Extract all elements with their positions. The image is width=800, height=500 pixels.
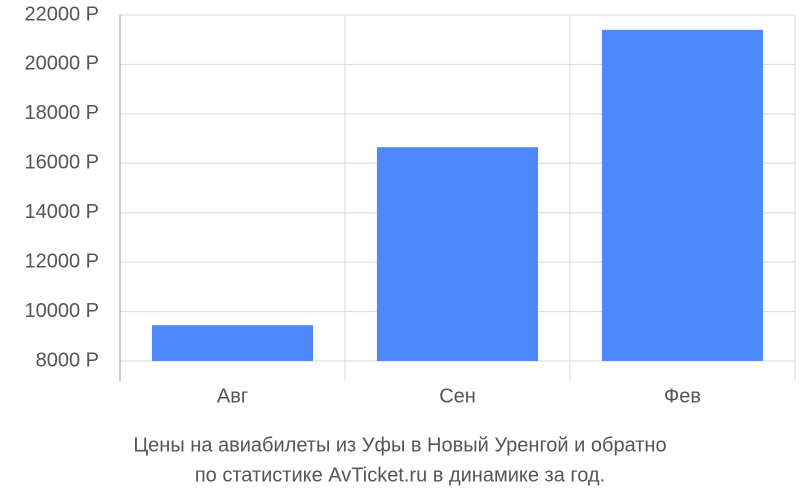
bar — [151, 325, 314, 361]
x-tick-label: Сен — [439, 385, 476, 407]
y-tick-label: 20000 Р — [24, 53, 99, 75]
x-tick-label: Фев — [664, 385, 701, 407]
y-tick-label: 22000 Р — [24, 3, 99, 25]
y-tick-label: 16000 Р — [24, 152, 99, 174]
bar — [376, 147, 539, 361]
y-tick-label: 8000 Р — [36, 349, 99, 371]
chart-title: Цены на авиабилеты из Уфы в Новый Уренго… — [133, 434, 666, 456]
y-tick-label: 18000 Р — [24, 102, 99, 124]
x-tick-label: Авг — [217, 385, 248, 407]
y-tick-label: 12000 Р — [24, 250, 99, 272]
chart-subtitle: по статистике AvTicket.ru в динамике за … — [195, 464, 605, 486]
y-tick-label: 14000 Р — [24, 201, 99, 223]
y-tick-label: 10000 Р — [24, 300, 99, 322]
bar — [601, 29, 764, 361]
